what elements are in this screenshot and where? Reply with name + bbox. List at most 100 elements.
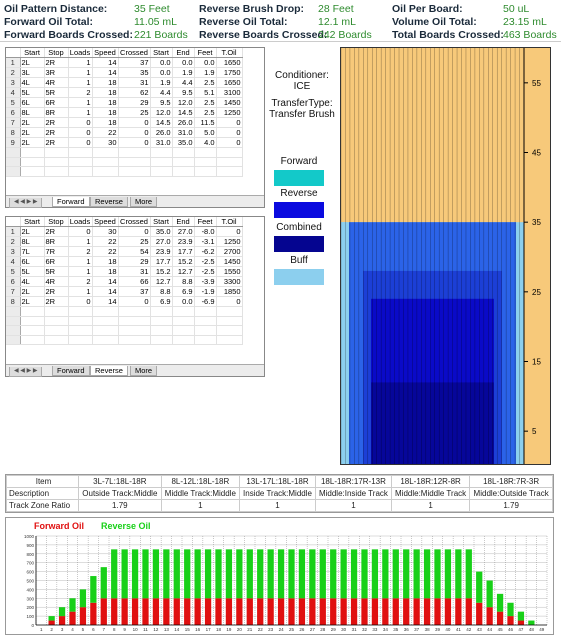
- table-cell[interactable]: 30: [92, 226, 119, 238]
- column-header[interactable]: End: [172, 48, 195, 59]
- table-cell[interactable]: [216, 306, 243, 317]
- table-cell[interactable]: 4L: [20, 77, 45, 89]
- table-cell[interactable]: [150, 147, 173, 158]
- table-cell[interactable]: [68, 316, 93, 327]
- table-cell[interactable]: 2R: [44, 286, 69, 298]
- table-cell[interactable]: 8L: [20, 107, 45, 119]
- table-cell[interactable]: [44, 147, 69, 158]
- table-cell[interactable]: 0: [118, 226, 151, 238]
- table-cell[interactable]: 2L: [20, 117, 45, 129]
- table-cell[interactable]: 54: [118, 246, 151, 258]
- table-cell[interactable]: [216, 147, 243, 158]
- table-cell[interactable]: 14: [92, 286, 119, 298]
- table-cell[interactable]: [68, 166, 93, 177]
- table-cell[interactable]: [68, 325, 93, 336]
- table-cell[interactable]: 0: [68, 127, 93, 139]
- table-cell[interactable]: 25: [118, 107, 151, 119]
- table-cell[interactable]: -2.5: [194, 256, 217, 268]
- table-cell[interactable]: [150, 157, 173, 168]
- column-header[interactable]: [6, 217, 21, 228]
- table-cell[interactable]: 6.9: [150, 296, 173, 308]
- table-cell[interactable]: 8L: [20, 236, 45, 248]
- table-cell[interactable]: 2L: [20, 127, 45, 139]
- column-header[interactable]: Crossed: [118, 217, 151, 228]
- table-cell[interactable]: 17.7: [172, 246, 195, 258]
- table-cell[interactable]: 5L: [20, 266, 45, 278]
- table-cell[interactable]: 6L: [20, 97, 45, 109]
- table-cell[interactable]: 7L: [20, 246, 45, 258]
- table-cell[interactable]: 4R: [44, 77, 69, 89]
- column-header[interactable]: End: [172, 217, 195, 228]
- reverse-grid[interactable]: Start Stop Loads Speed Crossed Start End Feet T.…: [6, 217, 243, 346]
- column-header[interactable]: Start: [20, 48, 45, 59]
- table-cell[interactable]: -3.9: [194, 276, 217, 288]
- column-header[interactable]: Loads: [68, 48, 93, 59]
- table-cell[interactable]: [172, 325, 195, 336]
- table-cell[interactable]: [92, 335, 119, 346]
- table-cell[interactable]: 0: [68, 137, 93, 149]
- table-cell[interactable]: 1.9: [150, 77, 173, 89]
- table-cell[interactable]: [216, 157, 243, 168]
- table-cell[interactable]: 37: [118, 286, 151, 298]
- table-cell[interactable]: 9.5: [150, 97, 173, 109]
- table-cell[interactable]: 8R: [44, 107, 69, 119]
- table-cell[interactable]: 2R: [44, 127, 69, 139]
- column-header[interactable]: Feet: [194, 217, 217, 228]
- table-cell[interactable]: 23.9: [150, 246, 173, 258]
- table-cell[interactable]: [194, 166, 217, 177]
- table-cell[interactable]: [92, 325, 119, 336]
- tab-reverse[interactable]: Reverse: [90, 197, 128, 207]
- table-cell[interactable]: 3300: [216, 276, 243, 288]
- table-cell[interactable]: [216, 316, 243, 327]
- table-cell[interactable]: 18: [92, 117, 119, 129]
- table-cell[interactable]: [118, 316, 151, 327]
- table-cell[interactable]: 5.0: [194, 127, 217, 139]
- table-cell[interactable]: 23.9: [172, 236, 195, 248]
- column-header[interactable]: Start: [150, 217, 173, 228]
- table-cell[interactable]: 0: [216, 127, 243, 139]
- table-cell[interactable]: 4R: [44, 276, 69, 288]
- table-cell[interactable]: [216, 325, 243, 336]
- table-cell[interactable]: 0: [216, 137, 243, 149]
- table-cell[interactable]: 0: [216, 226, 243, 238]
- table-cell[interactable]: 15.2: [172, 256, 195, 268]
- table-cell[interactable]: 15.2: [150, 266, 173, 278]
- table-cell[interactable]: [172, 335, 195, 346]
- table-cell[interactable]: [194, 335, 217, 346]
- column-header[interactable]: Stop: [44, 217, 69, 228]
- table-cell[interactable]: 0: [68, 226, 93, 238]
- table-cell[interactable]: 2700: [216, 246, 243, 258]
- table-cell[interactable]: [150, 306, 173, 317]
- table-cell[interactable]: 6R: [44, 256, 69, 268]
- column-header[interactable]: Speed: [92, 48, 119, 59]
- table-cell[interactable]: 12.7: [150, 276, 173, 288]
- table-cell[interactable]: 5R: [44, 87, 69, 99]
- table-cell[interactable]: 25: [118, 236, 151, 248]
- column-header[interactable]: T.Oil: [216, 217, 243, 228]
- tab-more[interactable]: More: [130, 366, 158, 376]
- table-cell[interactable]: 3R: [44, 67, 69, 79]
- table-cell[interactable]: 12.0: [172, 97, 195, 109]
- table-cell[interactable]: 18: [92, 97, 119, 109]
- table-cell[interactable]: [194, 306, 217, 317]
- table-cell[interactable]: 1: [68, 67, 93, 79]
- table-cell[interactable]: 1: [68, 236, 93, 248]
- table-cell[interactable]: 1: [68, 97, 93, 109]
- table-cell[interactable]: 0: [216, 296, 243, 308]
- table-cell[interactable]: [216, 166, 243, 177]
- table-cell[interactable]: [172, 157, 195, 168]
- table-cell[interactable]: 14.5: [172, 107, 195, 119]
- table-cell[interactable]: [68, 306, 93, 317]
- table-cell[interactable]: [172, 316, 195, 327]
- table-cell[interactable]: 1: [68, 77, 93, 89]
- table-cell[interactable]: 27.0: [172, 226, 195, 238]
- table-cell[interactable]: 18: [92, 87, 119, 99]
- table-cell[interactable]: 4.4: [150, 87, 173, 99]
- table-cell[interactable]: 1750: [216, 67, 243, 79]
- table-cell[interactable]: 0.0: [194, 57, 217, 69]
- table-cell[interactable]: 1650: [216, 77, 243, 89]
- tab-reverse[interactable]: Reverse: [90, 366, 128, 376]
- table-cell[interactable]: 6R: [44, 97, 69, 109]
- table-cell[interactable]: 29: [118, 97, 151, 109]
- table-cell[interactable]: 14: [92, 296, 119, 308]
